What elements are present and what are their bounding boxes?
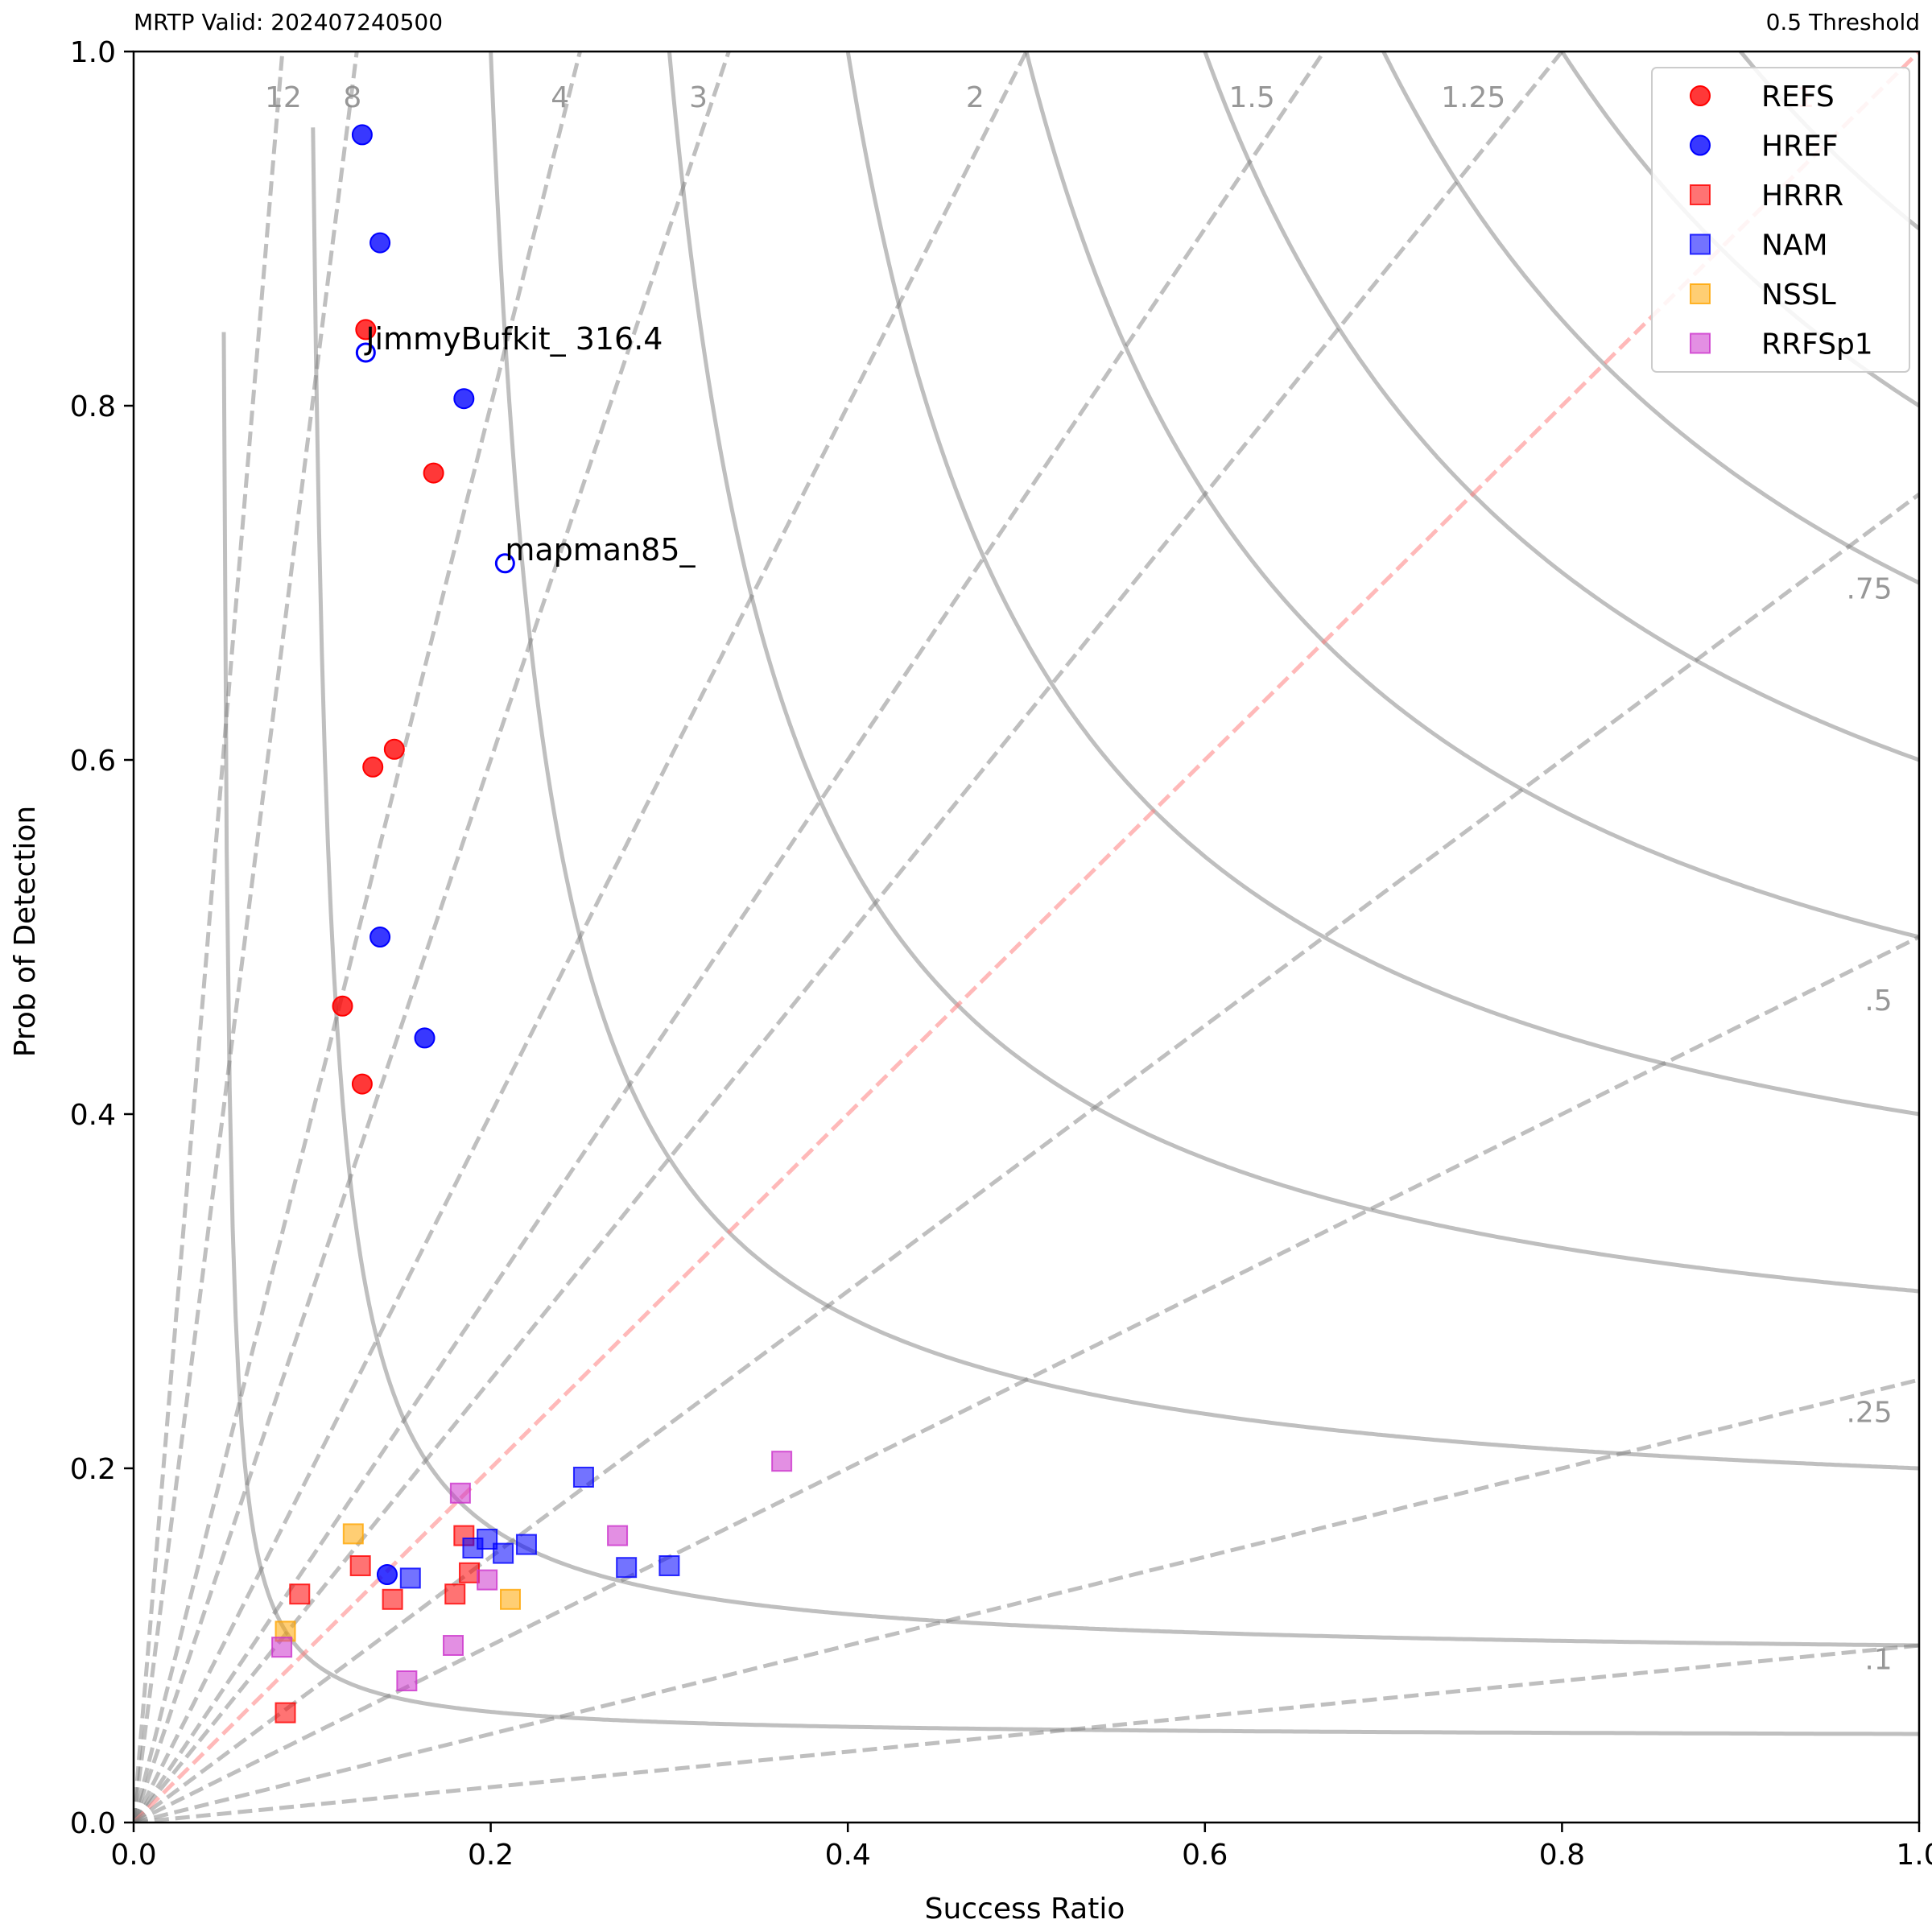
marker-refs xyxy=(332,995,353,1017)
y-axis-label: Prob of Detection xyxy=(9,806,42,1057)
bias-label: .1 xyxy=(1864,1643,1892,1676)
x-tick-label: 0.4 xyxy=(825,1839,871,1872)
marker-hrrr xyxy=(275,1702,296,1724)
bias-line xyxy=(134,52,731,1823)
marker-refs xyxy=(362,756,384,778)
bias-label: .25 xyxy=(1846,1397,1892,1430)
annotation-marker xyxy=(494,553,515,574)
marker-hrrr xyxy=(289,1583,311,1605)
legend-label: HREF xyxy=(1761,130,1839,163)
legend-box xyxy=(1651,67,1910,373)
marker-hrrr xyxy=(349,1555,371,1576)
x-tick-label: 0.0 xyxy=(110,1839,156,1872)
bias-label: 1.25 xyxy=(1441,81,1505,114)
marker-nam xyxy=(399,1567,421,1589)
legend-marker xyxy=(1690,85,1711,106)
bias-line xyxy=(134,52,1565,1823)
y-tick-label: 1.0 xyxy=(70,36,116,69)
marker-nssl xyxy=(499,1588,521,1610)
x-tick-label: 0.8 xyxy=(1539,1839,1585,1872)
legend-marker xyxy=(1690,283,1711,304)
bias-label: 12 xyxy=(265,81,302,114)
legend-marker xyxy=(1690,233,1711,255)
marker-href xyxy=(414,1027,436,1049)
marker-refs xyxy=(383,738,405,760)
marker-nam xyxy=(493,1542,514,1564)
marker-nam xyxy=(515,1534,537,1555)
marker-href xyxy=(376,1564,398,1585)
y-tick-label: 0.2 xyxy=(70,1453,116,1486)
bias-label: .5 xyxy=(1864,985,1892,1018)
legend-marker xyxy=(1690,184,1711,205)
marker-refs xyxy=(351,1073,373,1095)
marker-nam xyxy=(616,1557,638,1579)
x-tick-label: 0.2 xyxy=(468,1839,514,1872)
marker-rrfsp1 xyxy=(271,1637,293,1658)
marker-rrfsp1 xyxy=(396,1670,418,1691)
legend-label: NSSL xyxy=(1761,279,1836,312)
x-axis-label: Success Ratio xyxy=(925,1893,1125,1926)
legend-marker xyxy=(1690,332,1711,354)
marker-href xyxy=(369,927,391,947)
marker-hrrr xyxy=(444,1583,466,1605)
csi-contour-line xyxy=(1203,52,1919,762)
bias-line xyxy=(134,52,1327,1823)
marker-nam xyxy=(572,1467,594,1488)
y-tick-label: 0.8 xyxy=(70,390,116,423)
marker-rrfsp1 xyxy=(477,1569,498,1591)
bias-line xyxy=(134,52,1029,1823)
bias-line xyxy=(134,492,1919,1823)
csi-contour-line xyxy=(1024,52,1919,939)
bias-line xyxy=(134,52,1919,1823)
bias-label: 8 xyxy=(343,81,361,114)
bias-label: .75 xyxy=(1846,573,1892,606)
legend-label: RRFSp1 xyxy=(1761,328,1873,361)
marker-nssl xyxy=(342,1523,364,1545)
marker-rrfsp1 xyxy=(771,1451,793,1472)
bias-label: 4 xyxy=(551,81,569,114)
bias-line xyxy=(134,1377,1919,1823)
bias-line xyxy=(134,1643,1919,1823)
csi-contour-line xyxy=(311,127,1919,1648)
marker-href xyxy=(369,232,391,254)
header-threshold: 0.5 Threshold xyxy=(1766,9,1920,35)
marker-rrfsp1 xyxy=(449,1482,471,1504)
marker-href xyxy=(351,124,373,146)
marker-href xyxy=(453,388,475,410)
x-tick-label: 0.6 xyxy=(1182,1839,1228,1872)
y-tick-label: 0.4 xyxy=(70,1099,116,1132)
marker-nam xyxy=(658,1555,680,1576)
bias-label: 1.5 xyxy=(1229,81,1275,114)
header-valid-time: MRTP Valid: 202407240500 xyxy=(134,9,443,35)
annotation-label: JimmyBufkit_ 316.4 xyxy=(364,321,663,357)
data-markers xyxy=(271,124,793,1724)
annotation-marker xyxy=(355,342,376,363)
y-tick-label: 0.6 xyxy=(70,745,116,778)
bias-label: 3 xyxy=(689,81,708,114)
plot-frame xyxy=(132,50,1921,1824)
legend: REFS HREF HRRR NAM NSSL RRFSp1 xyxy=(1651,67,1910,373)
marker-refs xyxy=(423,462,444,484)
bias-label: 2 xyxy=(966,81,985,114)
y-tick-label: 0.0 xyxy=(70,1807,116,1840)
legend-label: REFS xyxy=(1761,80,1835,114)
legend-label: NAM xyxy=(1761,229,1828,262)
marker-refs xyxy=(355,319,377,341)
csi-contour-line xyxy=(667,52,1919,1294)
csi-contour-line xyxy=(489,52,1919,1471)
marker-hrrr xyxy=(458,1562,480,1583)
csi-contour-line xyxy=(845,52,1919,1117)
marker-rrfsp1 xyxy=(607,1525,629,1546)
marker-hrrr xyxy=(382,1588,403,1610)
bias-line xyxy=(134,52,583,1823)
csi-contour-line xyxy=(1381,52,1919,585)
bias-line xyxy=(134,935,1919,1823)
marker-rrfsp1 xyxy=(443,1635,464,1656)
annotation-label: mapman85_ xyxy=(505,532,696,568)
legend-label: HRRR xyxy=(1761,180,1843,213)
legend-marker xyxy=(1690,134,1711,156)
x-tick-label: 1.0 xyxy=(1896,1839,1932,1872)
